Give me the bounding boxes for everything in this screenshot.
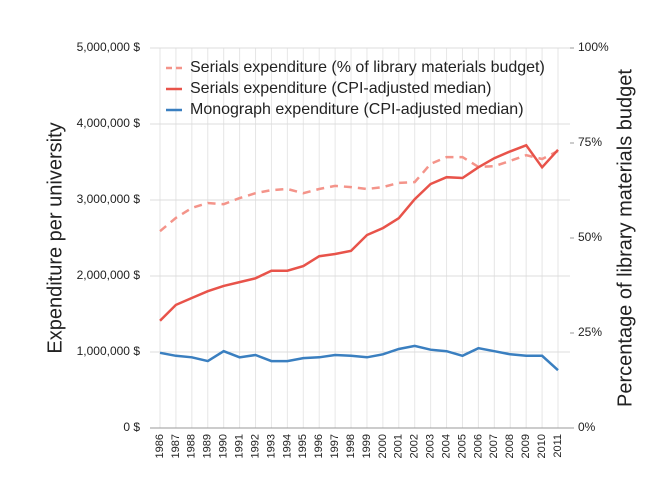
x-tick-label: 2010 (536, 434, 548, 458)
x-tick-label: 1992 (249, 434, 261, 458)
x-tick-label: 2006 (472, 434, 484, 458)
x-tick-label: 2003 (425, 434, 437, 458)
x-tick-label: 1997 (329, 434, 341, 458)
y2-tick-label: 75% (578, 135, 602, 149)
x-tick-label: 1993 (265, 434, 277, 458)
x-tick-label: 1999 (361, 434, 373, 458)
series-line (159, 143, 559, 322)
y-tick-label: 5,000,000 $ (77, 40, 141, 54)
x-tick-label: 2011 (552, 434, 564, 458)
x-tick-label: 1995 (297, 434, 309, 458)
x-tick-label: 1988 (186, 434, 198, 458)
x-tick-label: 2005 (456, 434, 468, 458)
x-tick-label: 1994 (281, 434, 293, 458)
x-tick-label: 1989 (202, 434, 214, 458)
y2-tick-label: 50% (578, 230, 602, 244)
x-tick-label: 2002 (409, 434, 421, 458)
y-tick-label: 2,000,000 $ (77, 268, 141, 282)
series-line (159, 149, 559, 233)
x-tick-label: 2001 (393, 434, 405, 458)
legend-label: Monograph expenditure (CPI-adjusted medi… (190, 101, 524, 118)
y2-tick-label: 100% (578, 40, 609, 54)
y-tick-label: 1,000,000 $ (77, 344, 141, 358)
series-line (159, 344, 559, 372)
y2-tick-label: 25% (578, 325, 602, 339)
legend-label: Serials expenditure (CPI-adjusted median… (190, 80, 491, 97)
x-tick-label: 2007 (488, 434, 500, 458)
x-tick-label: 1986 (154, 434, 166, 458)
x-tick-label: 1991 (234, 434, 246, 458)
x-tick-label: 2004 (440, 434, 452, 458)
y-tick-label: 3,000,000 $ (77, 192, 141, 206)
x-tick-label: 2000 (377, 434, 389, 458)
x-tick-label: 1990 (218, 434, 230, 458)
x-tick-label: 2009 (520, 434, 532, 458)
x-tick-label: 1996 (313, 434, 325, 458)
x-tick-label: 1987 (170, 434, 182, 458)
y-tick-label: 4,000,000 $ (77, 116, 141, 130)
x-tick-label: 1998 (345, 434, 357, 458)
y2-tick-label: 0% (578, 420, 596, 434)
legend-label: Serials expenditure (% of library materi… (190, 59, 545, 76)
y2-axis-label: Percentage of library materials budget (614, 69, 636, 407)
y-tick-label: 0 $ (123, 420, 140, 434)
y-axis-label: Expenditure per university (44, 122, 66, 353)
x-tick-label: 2008 (504, 434, 516, 458)
